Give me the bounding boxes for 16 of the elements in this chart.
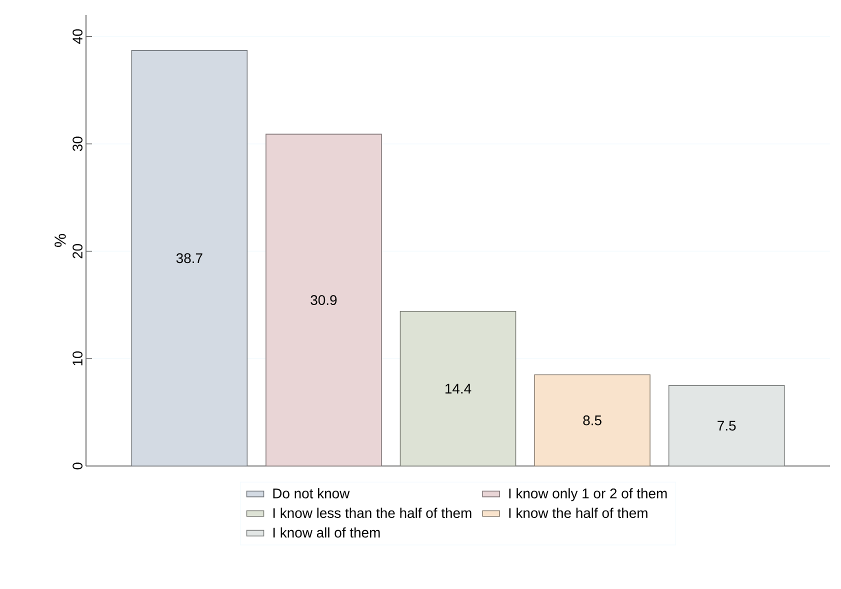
y-axis-title: % <box>54 234 66 248</box>
legend-label: Do not know <box>273 488 350 498</box>
y-tick-label: 10 <box>72 351 82 366</box>
y-tick-label: 40 <box>72 29 82 44</box>
legend-label: I know all of them <box>273 527 380 538</box>
data-label: 14.4 <box>446 384 472 394</box>
y-tick-label: 20 <box>72 244 82 258</box>
data-label: 38.7 <box>176 253 202 264</box>
legend-label: I know only 1 or 2 of them <box>509 488 667 502</box>
data-label: 8.5 <box>583 415 602 426</box>
data-label: 7.5 <box>718 420 736 431</box>
data-label: 30.9 <box>310 295 337 306</box>
y-tick-label: 30 <box>72 136 82 152</box>
legend-label: I know the half of them <box>509 508 648 518</box>
y-tick-label: 0 <box>72 462 82 470</box>
legend-label: I know less than the half of them <box>273 508 472 518</box>
